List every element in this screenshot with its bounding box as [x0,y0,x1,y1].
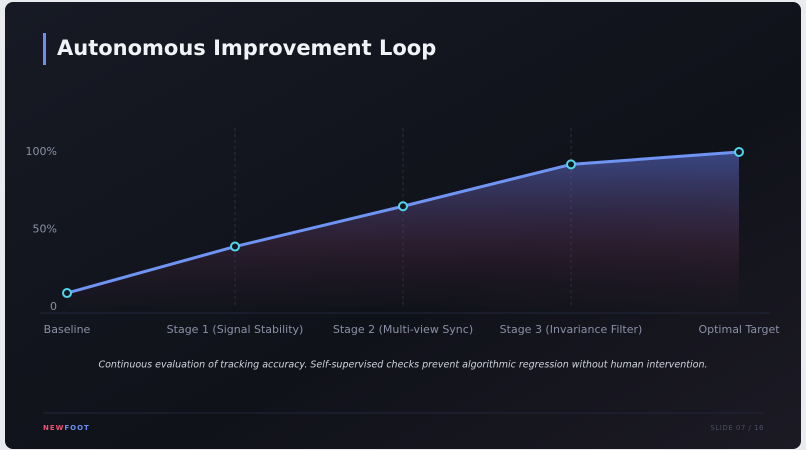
brand-first: NEW [43,424,64,432]
x-tick-label: Stage 1 (Signal Stability) [167,323,304,336]
point [230,241,240,252]
point [734,147,744,157]
point [398,201,408,212]
x-tick-label: Optimal Target [698,323,780,336]
y-tick-label: 50% [33,223,57,236]
brand: NEWFOOT [43,424,90,432]
caption: Continuous evaluation of tracking accura… [98,360,707,371]
x-tick-label: Stage 3 (Invariance Filter) [500,323,643,336]
y-tick-label: 0 [50,300,57,313]
brand-second: FOOT [64,424,89,432]
y-tick-label: 100% [26,145,57,158]
title-accent [43,33,46,65]
area [67,152,739,307]
slide-number: SLIDE 07 / 16 [710,424,764,432]
slide-title: Autonomous Improvement Loop [57,36,436,60]
x-tick-label: Baseline [44,323,91,336]
point [62,288,72,299]
x-tick-label: Stage 2 (Multi-view Sync) [333,323,473,336]
point [566,159,576,170]
chart: 0 50% 100% Baseline Stage 1 (Signal Stabilit… [26,128,780,336]
